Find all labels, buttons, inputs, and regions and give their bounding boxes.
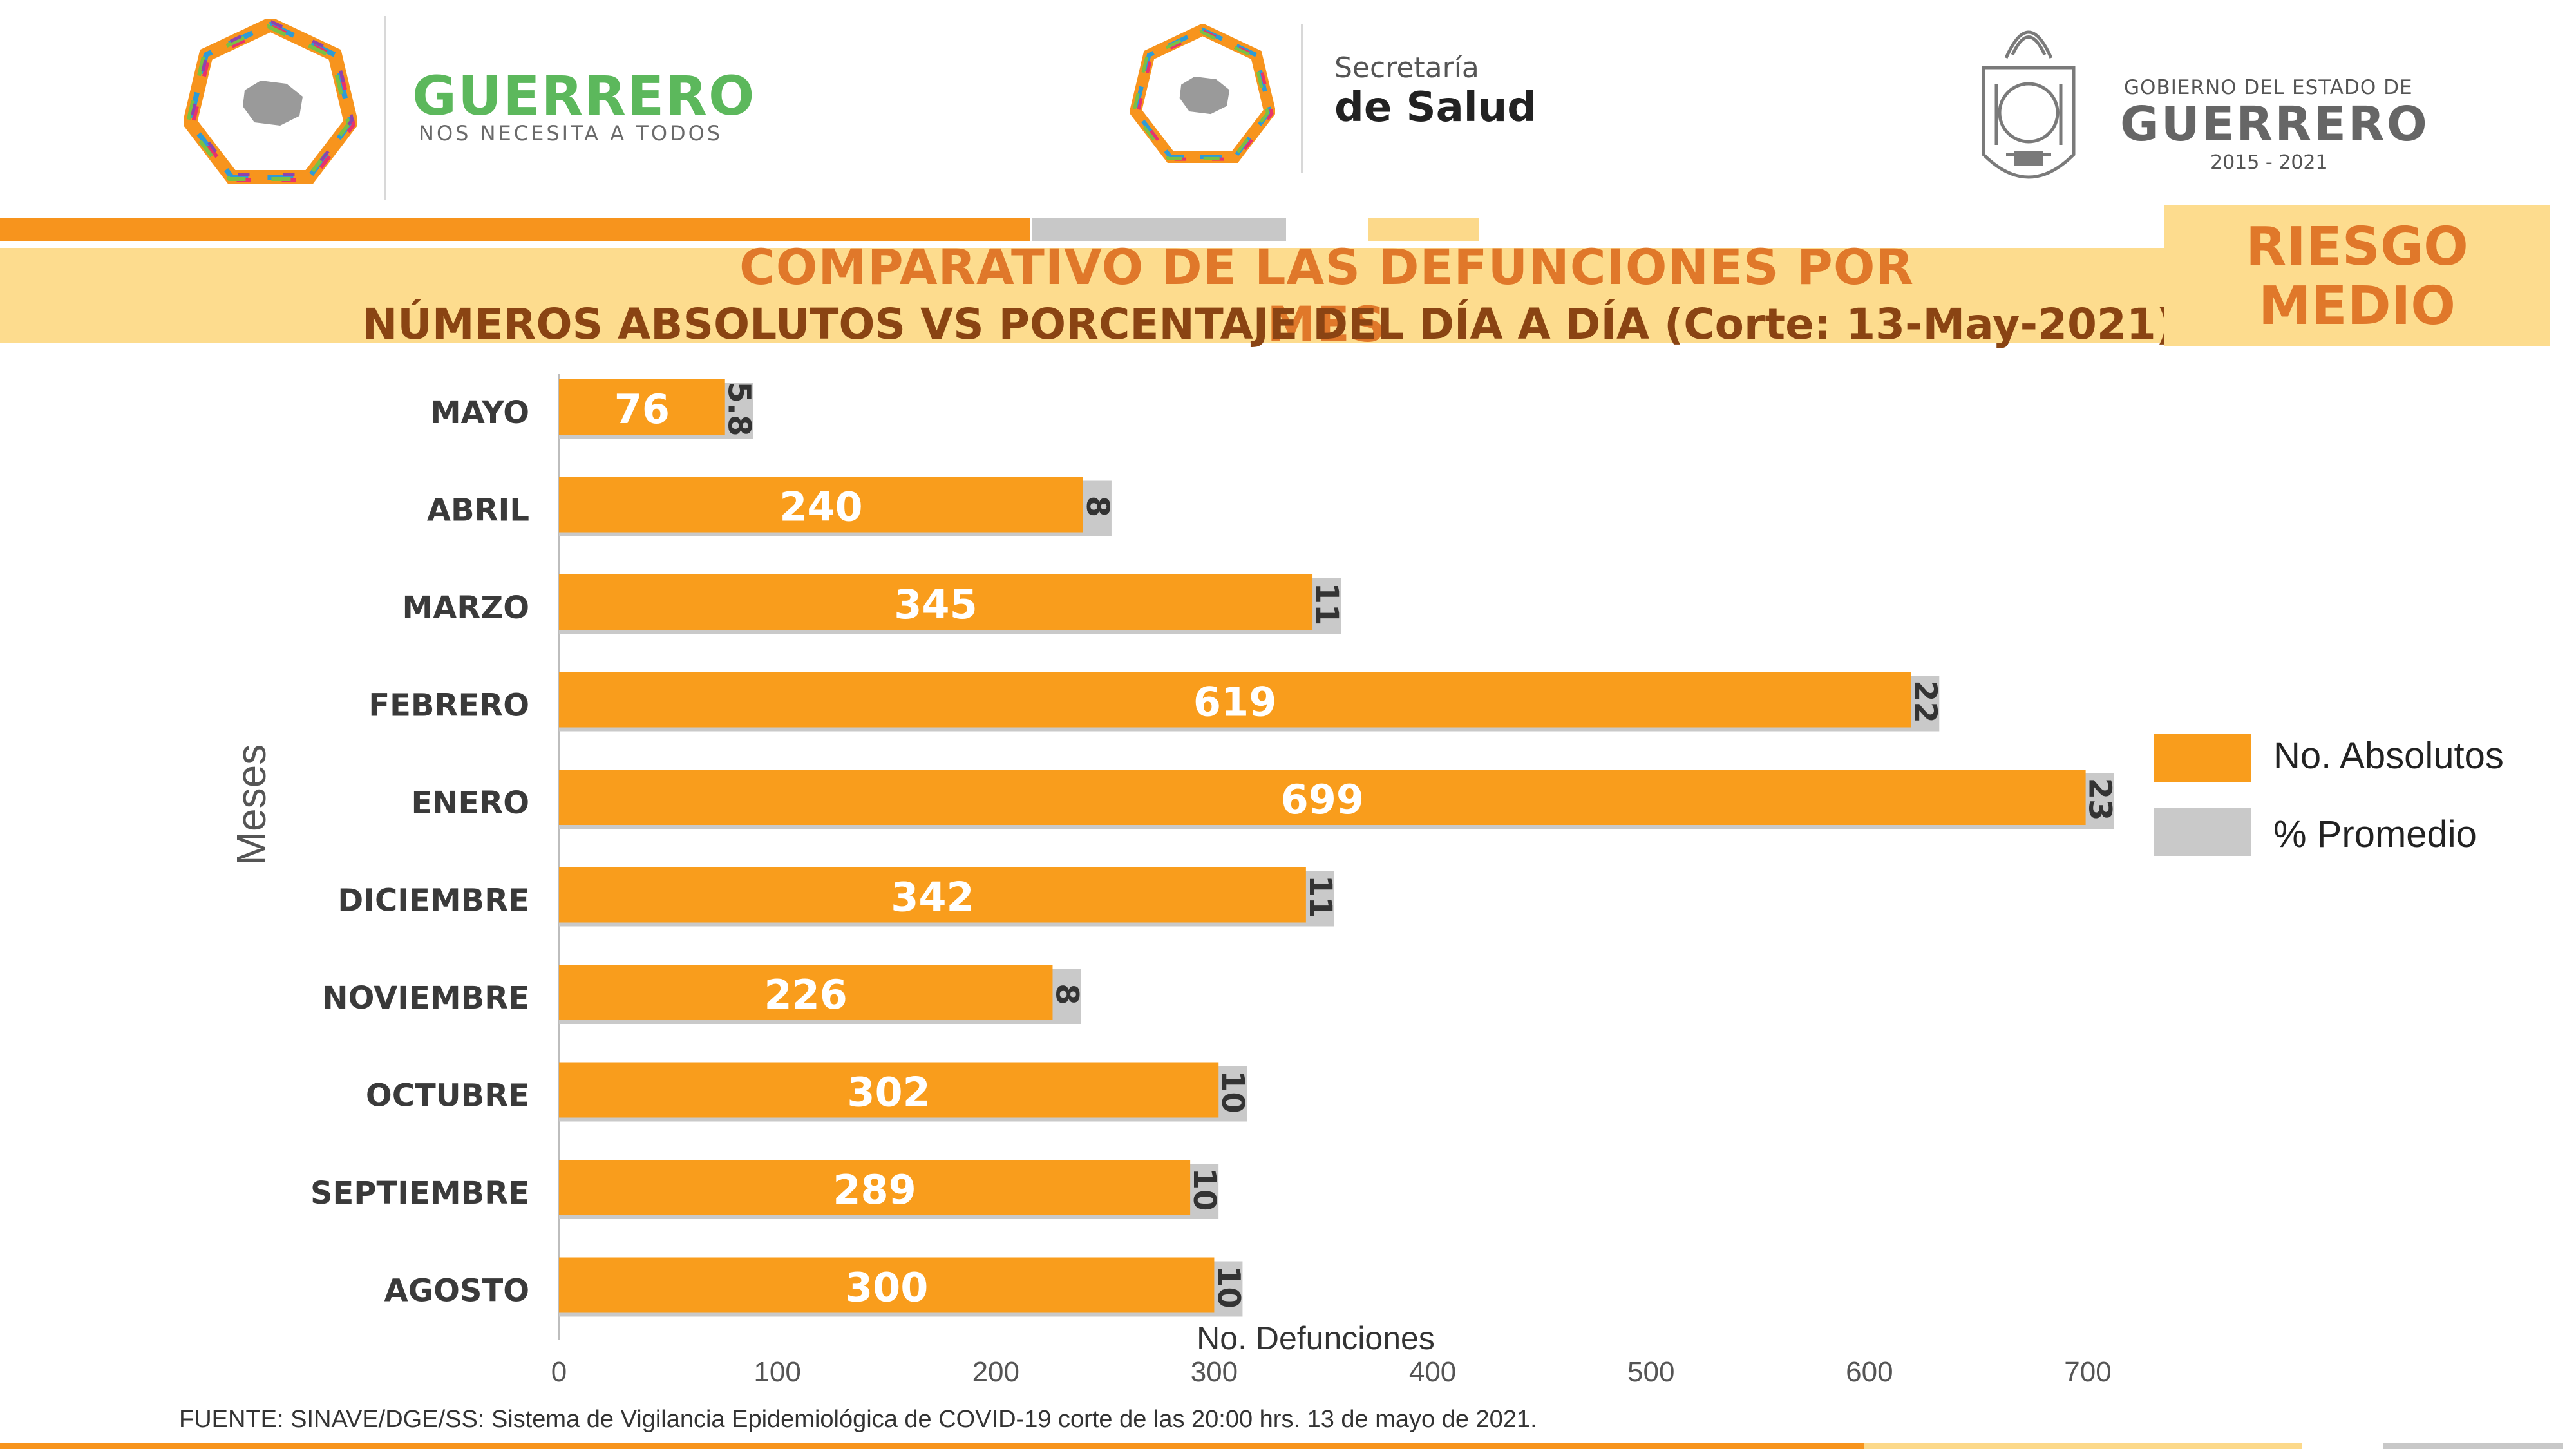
x-tick-label-600: 600 [1846, 1356, 1893, 1388]
x-tick-label-700: 700 [2064, 1356, 2111, 1388]
value-label-absolutos-mayo: 76 [614, 386, 670, 433]
bar-absolutos-agosto [559, 1257, 1215, 1313]
chart-title: COMPARATIVO DE LAS DEFUNCIONES POR MES [739, 238, 1914, 353]
bar-absolutos-septiembre [559, 1160, 1191, 1215]
top-stripe-light [1368, 218, 1479, 241]
salud-ring-icon [1130, 24, 1275, 163]
x-tick-label-200: 200 [972, 1356, 1019, 1388]
category-label-febrero: FEBRERO [368, 688, 529, 724]
value-label-promedio-enero: 23 [2082, 778, 2118, 821]
salud-line1: Secretaría [1334, 52, 1479, 84]
bar-absolutos-febrero [559, 672, 1911, 728]
source-footnote: FUENTE: SINAVE/DGE/SS: Sistema de Vigila… [179, 1406, 1537, 1433]
x-tick-label-100: 100 [753, 1356, 800, 1388]
value-label-promedio-octubre: 10 [1215, 1070, 1251, 1113]
value-label-promedio-septiembre: 10 [1186, 1168, 1222, 1211]
guerrero-brand-text: GUERRERO [412, 64, 756, 128]
bar-absolutos-enero [559, 770, 2086, 825]
category-label-marzo: MARZO [402, 590, 529, 626]
guerrero-ring-icon [184, 19, 357, 184]
category-label-diciembre: DICIEMBRE [337, 883, 529, 919]
bottom-stripe-light [1864, 1443, 2302, 1449]
bar-absolutos-diciembre [559, 867, 1306, 923]
gobierno-line1: GOBIERNO DEL ESTADO DE [2124, 76, 2413, 99]
category-label-septiembre: SEPTIEMBRE [310, 1175, 529, 1211]
legend-label-promedio: % Promedio [2273, 813, 2477, 855]
risk-line1: RIESGO [2246, 216, 2468, 278]
salud-divider [1301, 24, 1303, 173]
y-axis-title: Meses [228, 744, 274, 866]
value-label-promedio-abril: 8 [1079, 496, 1115, 517]
guerrero-tagline: NOS NECESITA A TODOS [419, 121, 723, 146]
value-label-promedio-marzo: 11 [1309, 583, 1345, 626]
state-seal-icon [1982, 30, 2076, 179]
bar-absolutos-abril [559, 477, 1083, 533]
bar-absolutos-mayo [559, 379, 725, 435]
value-label-absolutos-febrero: 619 [1193, 679, 1276, 726]
top-stripe-gray [1032, 218, 1286, 241]
bar-absolutos-marzo [559, 574, 1313, 630]
value-label-absolutos-octubre: 302 [847, 1069, 930, 1116]
legend-swatch-promedio [2154, 808, 2251, 856]
top-stripe-orange [0, 218, 1030, 241]
legend-swatch-absolutos [2154, 734, 2251, 782]
value-label-promedio-agosto: 10 [1210, 1265, 1246, 1309]
value-label-promedio-mayo: 5.8 [721, 381, 757, 436]
x-tick-label-400: 400 [1409, 1356, 1456, 1388]
title-band [0, 248, 2164, 343]
value-label-absolutos-marzo: 345 [894, 581, 977, 628]
category-label-agosto: AGOSTO [384, 1273, 529, 1309]
bar-absolutos-noviembre [559, 965, 1053, 1020]
category-label-octubre: OCTUBRE [366, 1078, 529, 1114]
value-label-promedio-febrero: 22 [1907, 680, 1943, 723]
category-label-abril: ABRIL [427, 493, 529, 529]
bottom-stripe-gray [2383, 1443, 2563, 1449]
value-label-absolutos-agosto: 300 [845, 1264, 928, 1311]
logo-divider [384, 16, 386, 200]
x-tick-label-500: 500 [1627, 1356, 1674, 1388]
legend-label-absolutos: No. Absolutos [2273, 735, 2504, 777]
risk-badge: RIESGO MEDIO [2164, 205, 2550, 346]
value-label-absolutos-septiembre: 289 [833, 1166, 916, 1213]
value-label-absolutos-abril: 240 [779, 484, 862, 531]
category-label-enero: ENERO [411, 785, 529, 821]
category-label-mayo: MAYO [430, 395, 529, 431]
value-label-absolutos-diciembre: 342 [891, 874, 974, 921]
bar-chart: MAYO 76 5.8 ABRIL 240 8 MARZO 345 11 FEBRERO 619 22… [228, 374, 2118, 1388]
value-label-promedio-noviembre: 8 [1048, 983, 1084, 1005]
x-axis-title: No. Defunciones [1197, 1320, 1435, 1356]
bottom-stripe-orange [0, 1443, 1864, 1449]
gobierno-line2: GUERRERO [2120, 97, 2429, 152]
gobierno-line3: 2015 - 2021 [2210, 151, 2328, 174]
value-label-absolutos-enero: 699 [1281, 776, 1364, 823]
risk-line2: MEDIO [2259, 276, 2456, 337]
x-tick-label-0: 0 [551, 1356, 567, 1388]
value-label-promedio-diciembre: 11 [1302, 875, 1338, 918]
x-tick-label-300: 300 [1191, 1356, 1238, 1388]
category-label-noviembre: NOVIEMBRE [322, 980, 529, 1016]
chart-subtitle: NÚMEROS ABSOLUTOS VS PORCENTAJE DEL DÍA … [362, 299, 2175, 349]
value-label-absolutos-noviembre: 226 [764, 971, 848, 1018]
salud-line2: de Salud [1334, 84, 1537, 131]
bar-absolutos-octubre [559, 1062, 1219, 1118]
